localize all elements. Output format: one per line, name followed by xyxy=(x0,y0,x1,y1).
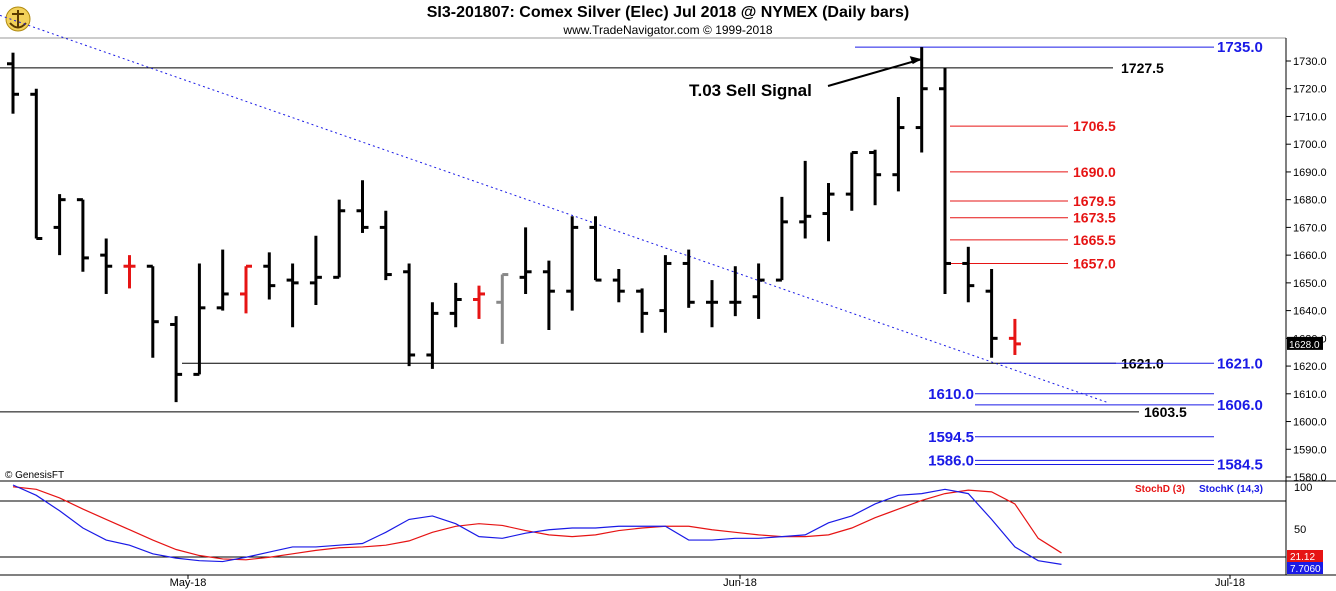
ohlc-bar xyxy=(892,97,905,192)
ohlc-bar xyxy=(170,316,183,403)
price-tick-label: 1590.0 xyxy=(1293,444,1327,456)
ohlc-bar xyxy=(100,238,113,294)
price-tick-label: 1580.0 xyxy=(1293,472,1327,484)
price-tick-label: 1680.0 xyxy=(1293,195,1327,207)
ohlc-bar xyxy=(822,183,835,242)
ohlc-bar xyxy=(682,249,695,308)
ohlc-bar xyxy=(333,199,346,279)
level-label-1706.5: 1706.5 xyxy=(1073,118,1116,134)
ohlc-bar xyxy=(659,255,672,333)
level-label-1673.5: 1673.5 xyxy=(1073,210,1116,226)
price-tick-label: 1620.0 xyxy=(1293,361,1327,373)
ohlc-bar xyxy=(985,269,998,358)
ohlc-bar xyxy=(286,263,299,328)
watermark: © GenesisFT xyxy=(5,470,64,481)
ohlc-bar xyxy=(30,88,43,240)
ohlc-bar xyxy=(426,302,439,369)
ohlc-bar xyxy=(356,180,369,233)
ohlc-bar xyxy=(379,210,392,281)
arrow-head-icon xyxy=(909,56,922,65)
date-tick-label: Jun-18 xyxy=(723,577,757,589)
stochd-last-value-box xyxy=(1287,550,1323,562)
level-label-1657.0: 1657.0 xyxy=(1073,255,1116,271)
legend-stochd: StochD (3) xyxy=(1135,484,1185,495)
ohlc-bar xyxy=(799,160,812,239)
ohlc-bar xyxy=(53,194,66,256)
ohlc-bar xyxy=(7,52,19,114)
ohlc-bar xyxy=(915,47,928,153)
level-label-1621.0: 1621.0 xyxy=(1217,355,1263,372)
ohlc-bar xyxy=(612,269,625,303)
stochd-last-value: 21.12 xyxy=(1290,552,1315,563)
price-tick-label: 1650.0 xyxy=(1293,278,1327,290)
ohlc-bar xyxy=(775,196,788,282)
price-tick-label: 1700.0 xyxy=(1293,139,1327,151)
stochd-line xyxy=(12,486,1062,561)
ohlc-bar xyxy=(519,227,532,294)
level-label-1594.5: 1594.5 xyxy=(928,429,974,446)
level-label-1584.5: 1584.5 xyxy=(1217,457,1263,474)
stoch-tick-100: 100 xyxy=(1294,482,1312,494)
sell-signal-annotation: T.03 Sell Signal xyxy=(689,81,812,100)
anchor-logo-icon xyxy=(5,6,31,32)
sell-signal-arrow xyxy=(827,58,922,87)
ohlc-bar xyxy=(1008,318,1021,355)
price-tick-label: 1720.0 xyxy=(1293,84,1327,96)
ohlc-bar xyxy=(939,67,951,294)
ohlc-bar xyxy=(216,249,229,311)
ohlc-bar xyxy=(636,288,649,333)
date-tick-label: May-18 xyxy=(170,577,207,589)
ohlc-bar xyxy=(845,151,858,211)
ohlc-bar xyxy=(706,280,718,328)
level-label-1679.5: 1679.5 xyxy=(1073,193,1116,209)
stoch-tick-50: 50 xyxy=(1294,524,1306,536)
ohlc-bar xyxy=(729,266,742,317)
price-tick-label: 1660.0 xyxy=(1293,250,1327,262)
ohlc-bar xyxy=(496,273,509,344)
ohlc-bar xyxy=(473,285,485,319)
ohlc-bar xyxy=(542,260,555,331)
level-label-1690.0: 1690.0 xyxy=(1073,164,1116,180)
price-tick-label: 1610.0 xyxy=(1293,389,1327,401)
ohlc-bar xyxy=(193,263,206,376)
last-price-label: 1628.0 xyxy=(1289,340,1320,351)
date-tick-label: Jul-18 xyxy=(1215,577,1245,589)
ohlc-bar xyxy=(309,235,322,306)
level-label-1727.5: 1727.5 xyxy=(1121,60,1164,76)
ohlc-bar xyxy=(123,255,136,289)
price-tick-label: 1730.0 xyxy=(1293,56,1327,68)
level-label-1610.0: 1610.0 xyxy=(928,386,974,403)
price-tick-label: 1690.0 xyxy=(1293,167,1327,179)
ohlc-bar xyxy=(263,252,276,300)
ohlc-bar xyxy=(589,216,602,282)
price-tick-label: 1640.0 xyxy=(1293,306,1327,318)
level-label-1735.0: 1735.0 xyxy=(1217,39,1263,56)
ohlc-bar xyxy=(869,149,882,206)
stochk-line xyxy=(12,484,1062,565)
downtrend-line xyxy=(0,14,1107,403)
ohlc-bar xyxy=(449,282,462,328)
ohlc-bar xyxy=(752,263,765,319)
ohlc-bar xyxy=(76,198,89,272)
level-label-1586.0: 1586.0 xyxy=(928,452,974,469)
ohlc-bar xyxy=(146,264,159,358)
stochk-last-value: 7.7060 xyxy=(1290,564,1321,575)
chart-subtitle: www.TradeNavigator.com © 1999-2018 xyxy=(562,23,772,37)
level-label-1606.0: 1606.0 xyxy=(1217,397,1263,414)
price-tick-label: 1600.0 xyxy=(1293,417,1327,429)
ohlc-bar xyxy=(962,246,975,303)
price-tick-label: 1670.0 xyxy=(1293,222,1327,234)
legend-stochk: StochK (14,3) xyxy=(1199,484,1263,495)
stochk-last-value-box xyxy=(1287,562,1323,574)
ohlc-bar xyxy=(566,216,579,311)
chart-title: SI3-201807: Comex Silver (Elec) Jul 2018… xyxy=(427,4,909,21)
level-label-1665.5: 1665.5 xyxy=(1073,232,1116,248)
ohlc-bar xyxy=(240,264,252,314)
price-tick-label: 1710.0 xyxy=(1293,111,1327,123)
last-price-box xyxy=(1287,336,1323,350)
level-label-1603.5: 1603.5 xyxy=(1144,404,1187,420)
ohlc-bar xyxy=(403,263,416,367)
